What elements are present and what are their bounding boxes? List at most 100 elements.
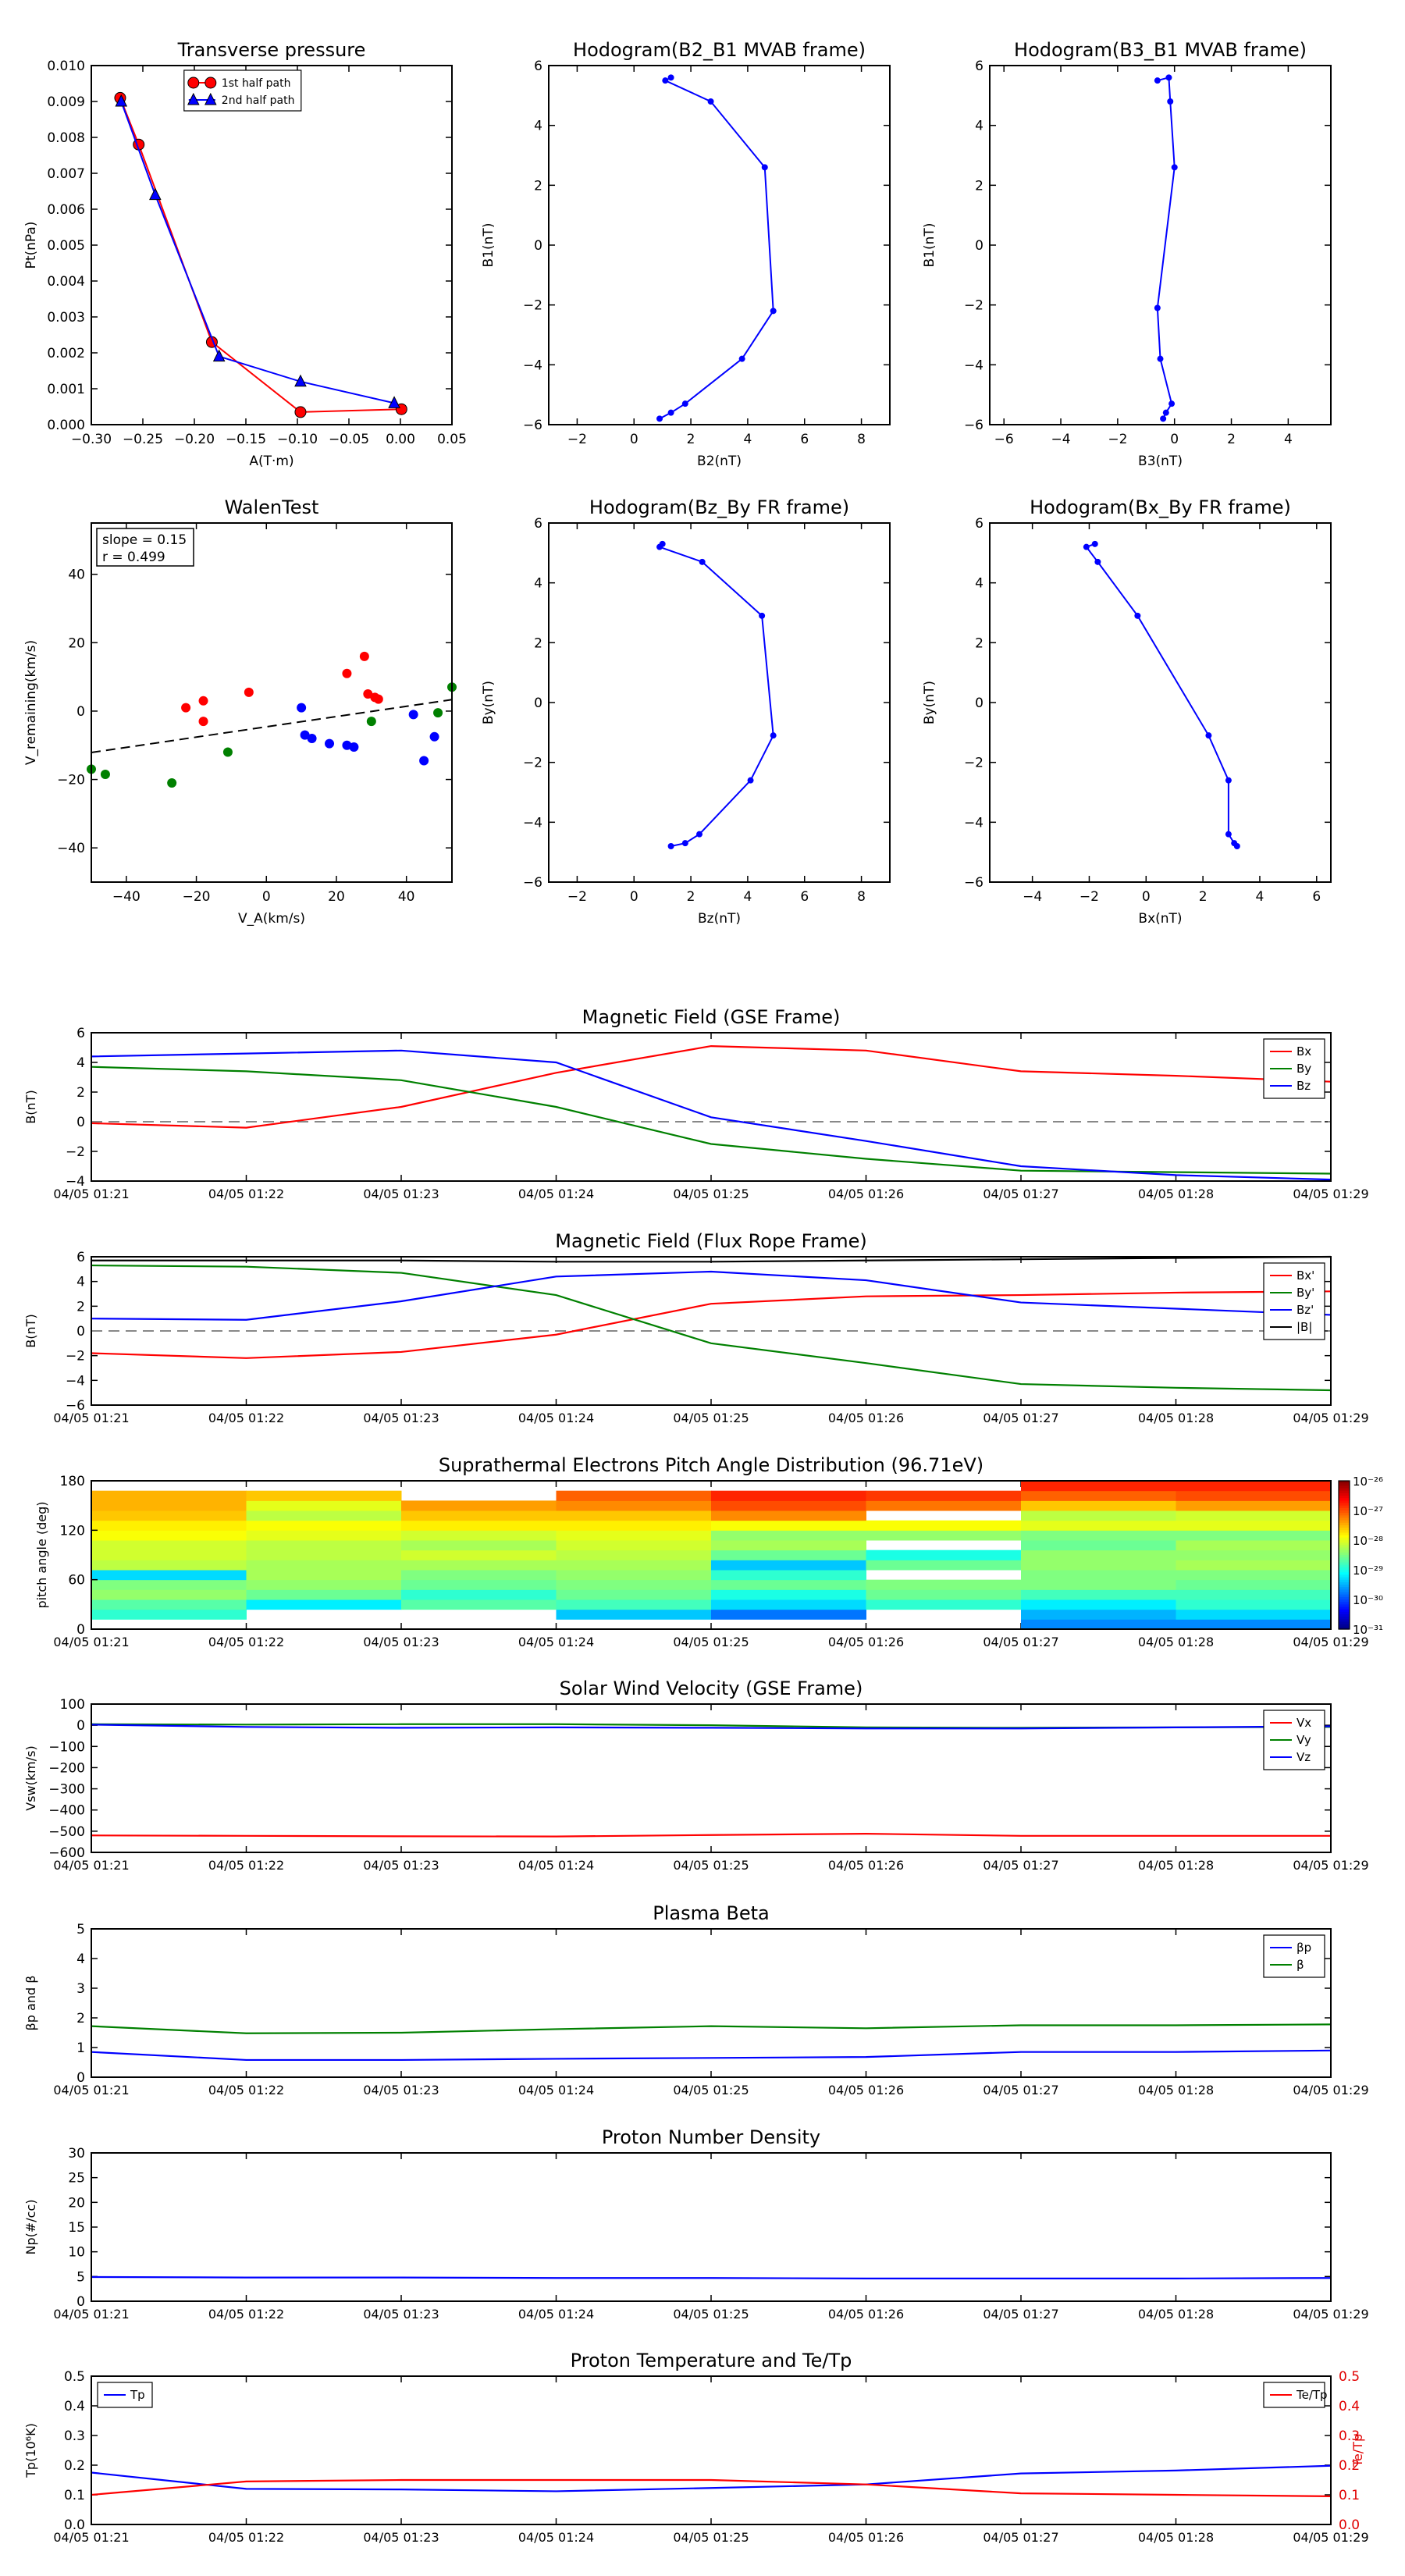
heatmap-cell: [556, 1520, 712, 1531]
series-line-0: [659, 76, 774, 420]
xtick-label: 04/05 01:21: [53, 2530, 129, 2545]
series-line-Bx': [91, 1290, 1332, 1359]
scatter-point: [297, 703, 307, 713]
data-point: [699, 558, 706, 565]
np-frame: [91, 2152, 1332, 2302]
series-line-Bx: [91, 1044, 1332, 1129]
scatter-point: [429, 731, 439, 742]
heatmap-cell: [246, 1520, 402, 1531]
ytick-label: 0: [76, 2070, 85, 2086]
legend-marker: [204, 92, 217, 105]
ytick-label: 0.3: [64, 2428, 85, 2444]
hodo_bzby-frame: [548, 522, 891, 883]
ytick-label: 6: [975, 516, 984, 532]
series-line-Bz': [91, 1270, 1332, 1321]
ytick-label: −4: [964, 815, 984, 831]
ytick-label: 40: [68, 568, 85, 583]
heatmap-cell: [1176, 1570, 1332, 1581]
heatmap-cell: [556, 1570, 712, 1581]
colorbar-segment: [1339, 1490, 1350, 1494]
xtick-label: 04/05 01:23: [363, 1858, 439, 1873]
series-line-0: [1156, 76, 1176, 419]
xtick-label: 04/05 01:26: [828, 2307, 904, 2322]
legend-label: Bz: [1297, 1079, 1311, 1093]
data-point: [662, 77, 669, 84]
heatmap-cell: [91, 1490, 247, 1501]
data-point: [1165, 74, 1172, 81]
colorbar-segment: [1339, 1557, 1350, 1560]
xtick-label: 04/05 01:27: [983, 1635, 1058, 1649]
series-line-0: [91, 2275, 1332, 2279]
ytick-label: −6: [523, 418, 542, 433]
xtick-label: 04/05 01:27: [983, 2083, 1058, 2097]
heatmap-cell: [401, 1560, 557, 1571]
colorbar-frame: [1338, 1480, 1350, 1630]
legend-label: βp: [1297, 1941, 1311, 1955]
heatmap-cell: [711, 1550, 866, 1560]
xtick-label: 0.00: [386, 432, 415, 447]
legend-box: [1263, 1262, 1325, 1340]
series-line-0: [1085, 543, 1238, 847]
ytick-label: 0.004: [47, 274, 85, 290]
data-point: [747, 777, 754, 784]
xtick-label: 04/05 01:22: [208, 1411, 284, 1425]
ytick-label-right: 0.5: [1339, 2369, 1360, 2385]
xtick-label: 04/05 01:29: [1293, 1858, 1368, 1873]
heatmap-cell: [401, 1520, 557, 1531]
xtick-label: 04/05 01:28: [1138, 2530, 1214, 2545]
data-point: [149, 187, 162, 201]
ytick-label: 1: [76, 2041, 85, 2056]
heatmap-cell: [91, 1579, 247, 1590]
xtick-label: 04/05 01:26: [828, 1411, 904, 1425]
colorbar-segment: [1339, 1532, 1350, 1536]
ytick-label: 6: [534, 516, 542, 532]
heatmap-cell: [1176, 1510, 1332, 1521]
x-axis-label: V_A(km/s): [238, 911, 305, 927]
ytick-label-right: 0.0: [1339, 2517, 1360, 2533]
colorbar-segment: [1339, 1528, 1350, 1531]
legend-label: 2nd half path: [222, 94, 295, 107]
ytick-label: 20: [68, 635, 85, 651]
heatmap-cell: [1021, 1589, 1176, 1600]
xtick-label: 04/05 01:21: [53, 2083, 129, 2097]
heatmap-cell: [401, 1530, 557, 1541]
heatmap-cell: [91, 1599, 247, 1610]
heatmap-cell: [866, 1560, 1022, 1571]
ytick-label: 60: [68, 1573, 85, 1589]
ytick-label: −20: [57, 773, 85, 788]
heatmap-cell: [1021, 1520, 1176, 1531]
xtick-label: 04/05 01:22: [208, 1635, 284, 1649]
xtick-label: 04/05 01:25: [673, 1635, 749, 1649]
colorbar-segment: [1339, 1594, 1350, 1598]
heatmap-cell: [556, 1550, 712, 1560]
heatmap-cell: [91, 1589, 247, 1600]
heatmap-cell: [866, 1550, 1022, 1560]
scatter-point: [198, 717, 208, 727]
heatmap-cell: [246, 1589, 402, 1600]
heatmap-cell: [91, 1550, 247, 1560]
data-point: [1225, 831, 1232, 838]
xtick-label: 04/05 01:22: [208, 2307, 284, 2322]
ytick-label: −2: [964, 756, 984, 771]
xtick-label: −0.15: [226, 432, 266, 447]
xtick-label: 04/05 01:29: [1293, 1187, 1368, 1201]
colorbar-tick-label: 10⁻³¹: [1353, 1623, 1383, 1637]
heatmap-cell: [866, 1500, 1022, 1511]
data-point: [1168, 400, 1176, 407]
colorbar-segment: [1339, 1611, 1350, 1615]
heatmap-cell: [1176, 1589, 1332, 1600]
xtick-label: −0.30: [71, 432, 112, 447]
ytick-label: 0.007: [47, 166, 85, 182]
colorbar-segment: [1339, 1582, 1350, 1585]
colorbar-segment: [1339, 1592, 1350, 1596]
colorbar-segment: [1339, 1503, 1350, 1507]
colorbar-segment: [1339, 1564, 1350, 1568]
colorbar-segment: [1339, 1493, 1350, 1496]
legend-label: Bx: [1297, 1044, 1311, 1059]
colorbar-segment: [1339, 1515, 1350, 1519]
data-point: [1094, 558, 1101, 565]
ytick-label: 6: [534, 59, 542, 74]
xtick-label: 04/05 01:27: [983, 2530, 1058, 2545]
colorbar-segment: [1339, 1589, 1350, 1593]
colorbar-segment: [1339, 1619, 1350, 1623]
